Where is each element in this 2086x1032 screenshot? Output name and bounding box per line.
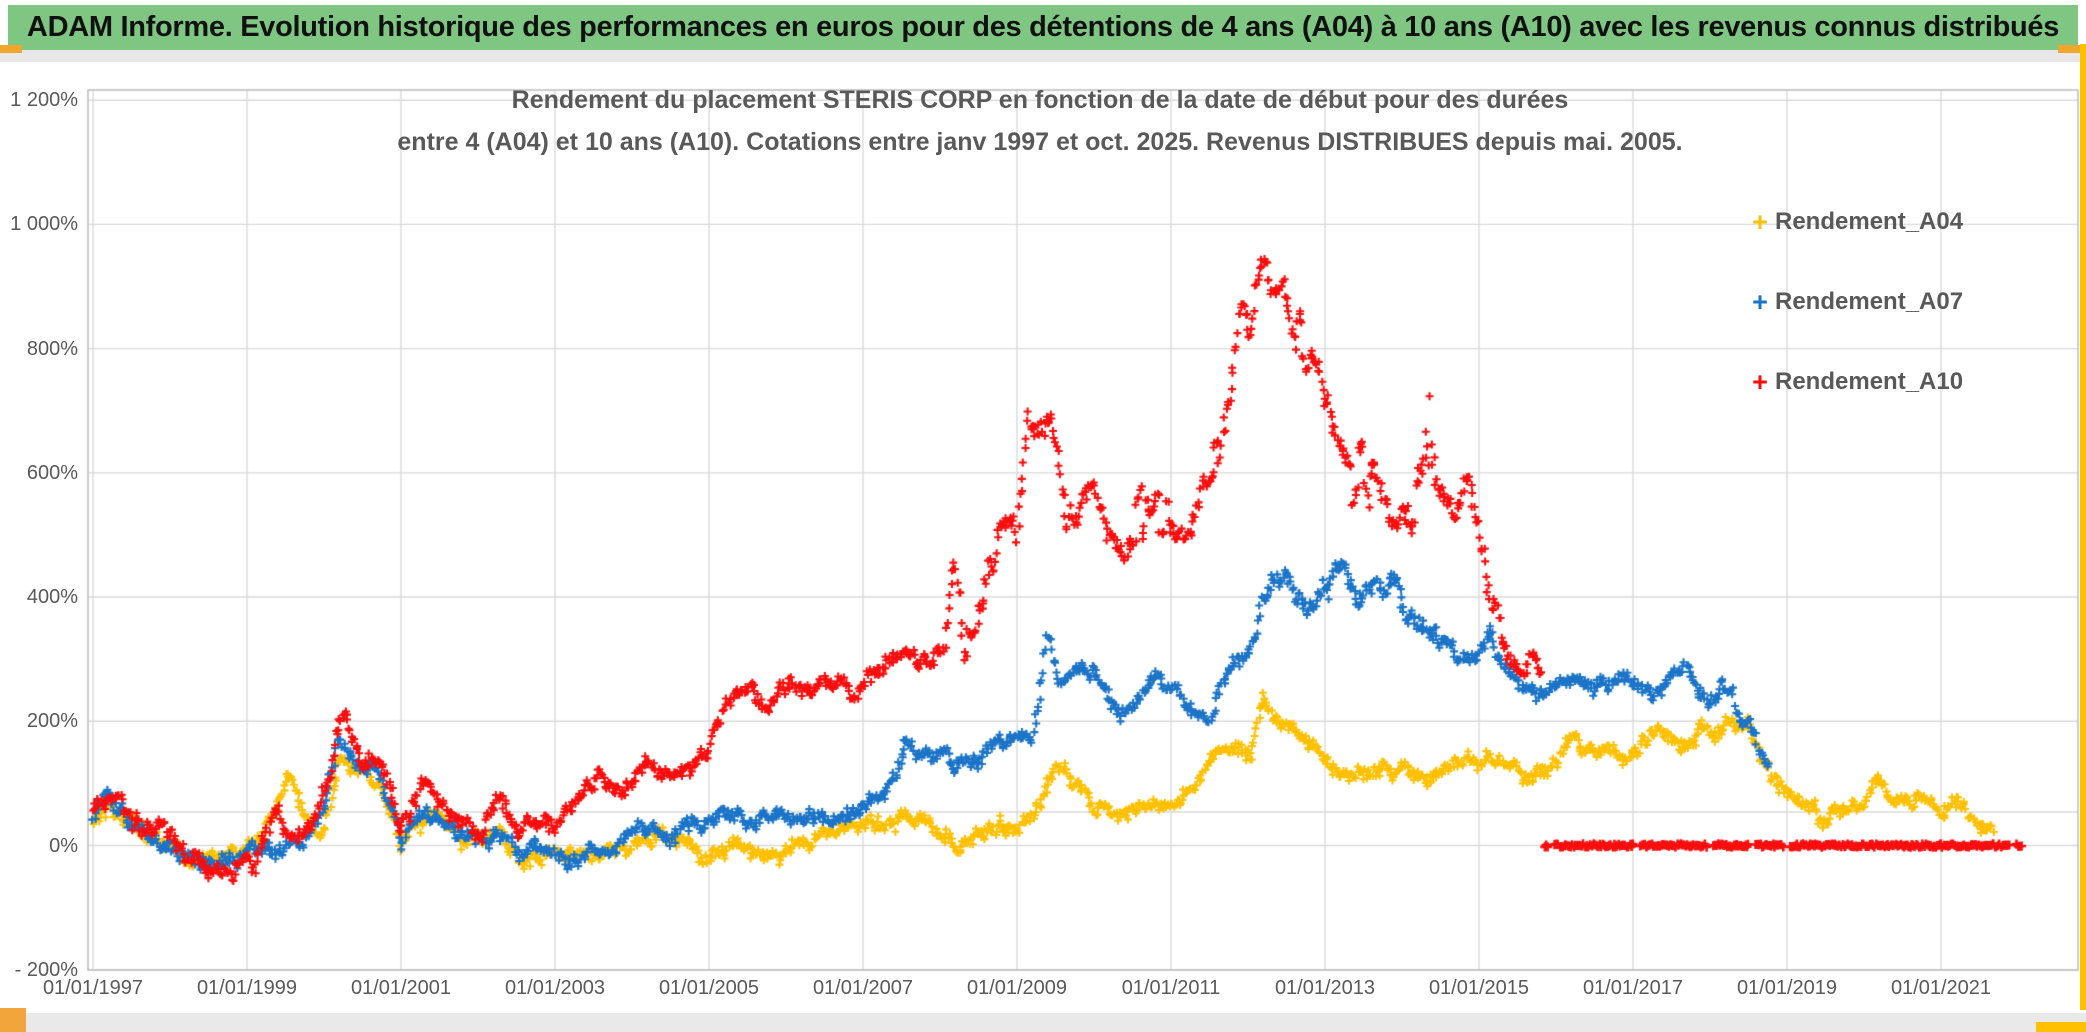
legend-label: Rendement_A04 — [1775, 208, 1964, 235]
x-tick-label: 01/01/1997 — [42, 977, 144, 999]
legend-label: Rendement_A07 — [1775, 288, 1964, 315]
legend-label: Rendement_A10 — [1775, 368, 1964, 395]
chart-title-line2: entre 4 (A04) et 10 ans (A10). Cotations… — [397, 128, 1683, 156]
y-tick-label: 0% — [49, 834, 78, 857]
legend-item-rendement-a10[interactable]: + Rendement_A10 — [1745, 342, 2045, 422]
x-tick-label: 01/01/2019 — [1736, 977, 1838, 999]
y-tick-label: 200% — [26, 710, 78, 733]
y-tick-label: - 200% — [14, 958, 78, 981]
y-tick-label: 1 200% — [10, 89, 78, 112]
plus-marker-icon: + — [1752, 366, 1768, 397]
x-tick-label: 01/01/2011 — [1121, 977, 1221, 999]
plus-marker-icon: + — [1752, 206, 1768, 237]
y-tick-label: 1 000% — [10, 213, 78, 236]
x-tick-label: 01/01/2013 — [1274, 977, 1376, 999]
y-tick-label: 800% — [26, 337, 78, 360]
y-tick-label: 600% — [26, 461, 78, 484]
x-tick-label: 01/01/2001 — [350, 977, 452, 999]
x-tick-label: 01/01/2017 — [1582, 977, 1684, 999]
x-tick-label: 01/01/2015 — [1428, 977, 1530, 999]
x-tick-label: 01/01/2005 — [658, 977, 760, 999]
legend-item-rendement-a07[interactable]: + Rendement_A07 — [1745, 262, 2045, 342]
legend-item-rendement-a04[interactable]: + Rendement_A04 — [1745, 182, 2045, 262]
chart-title-line1: Rendement du placement STERIS CORP en fo… — [511, 86, 1569, 114]
x-tick-label: 01/01/2009 — [966, 977, 1068, 999]
plus-marker-icon: + — [1752, 286, 1768, 317]
x-tick-label: 01/01/2021 — [1890, 977, 1992, 999]
x-tick-label: 01/01/2003 — [504, 977, 606, 999]
x-tick-label: 01/01/1999 — [196, 977, 298, 999]
x-tick-label: 01/01/2007 — [812, 977, 914, 999]
chart-legend: + Rendement_A04 + Rendement_A07 + Rendem… — [1745, 182, 2045, 422]
y-tick-label: 400% — [26, 586, 78, 609]
